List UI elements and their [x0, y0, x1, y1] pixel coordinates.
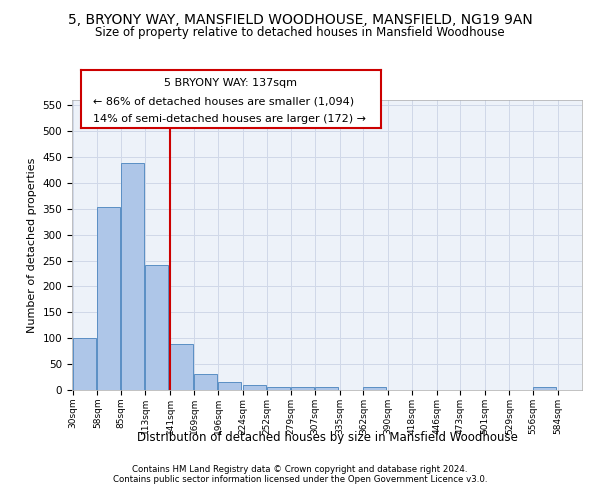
Bar	[97, 207, 120, 390]
Bar	[242, 385, 266, 390]
Text: Contains public sector information licensed under the Open Government Licence v3: Contains public sector information licen…	[113, 475, 487, 484]
Bar	[73, 338, 96, 390]
Bar	[267, 387, 290, 390]
Bar	[315, 388, 338, 390]
Text: ← 86% of detached houses are smaller (1,094): ← 86% of detached houses are smaller (1,…	[93, 96, 354, 106]
Text: 14% of semi-detached houses are larger (172) →: 14% of semi-detached houses are larger (…	[93, 114, 366, 124]
Y-axis label: Number of detached properties: Number of detached properties	[27, 158, 37, 332]
Text: Distribution of detached houses by size in Mansfield Woodhouse: Distribution of detached houses by size …	[137, 431, 517, 444]
Bar	[145, 265, 169, 390]
Text: Contains HM Land Registry data © Crown copyright and database right 2024.: Contains HM Land Registry data © Crown c…	[132, 465, 468, 474]
Bar	[218, 382, 241, 390]
Text: 5 BRYONY WAY: 137sqm: 5 BRYONY WAY: 137sqm	[164, 78, 298, 88]
Text: 5, BRYONY WAY, MANSFIELD WOODHOUSE, MANSFIELD, NG19 9AN: 5, BRYONY WAY, MANSFIELD WOODHOUSE, MANS…	[68, 12, 532, 26]
Text: Size of property relative to detached houses in Mansfield Woodhouse: Size of property relative to detached ho…	[95, 26, 505, 39]
Bar	[290, 388, 314, 390]
Bar	[194, 374, 217, 390]
Bar	[170, 344, 193, 390]
Bar	[364, 388, 386, 390]
Bar	[121, 163, 144, 390]
Bar	[533, 388, 556, 390]
